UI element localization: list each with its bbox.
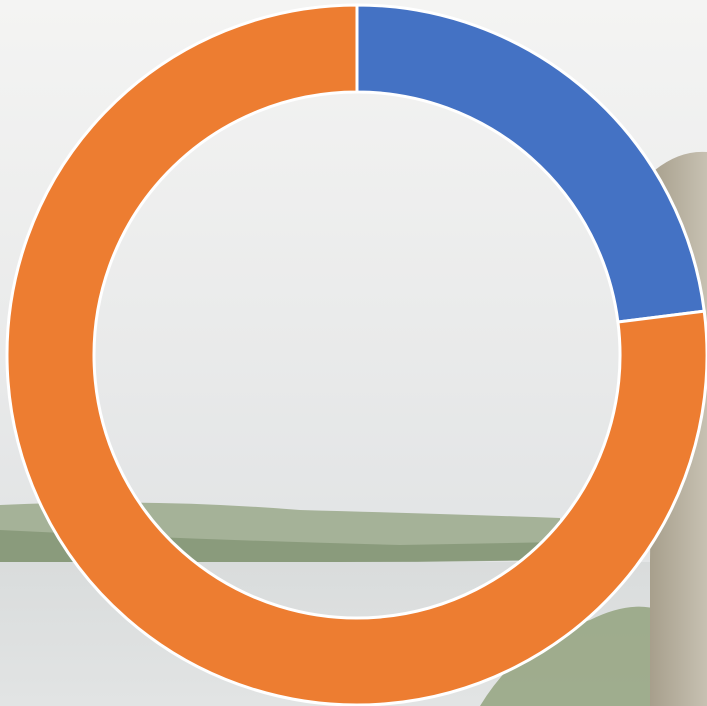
- chart: [0, 0, 707, 706]
- page: {"chart_data": {"type": "donut", "values…: [0, 0, 707, 706]
